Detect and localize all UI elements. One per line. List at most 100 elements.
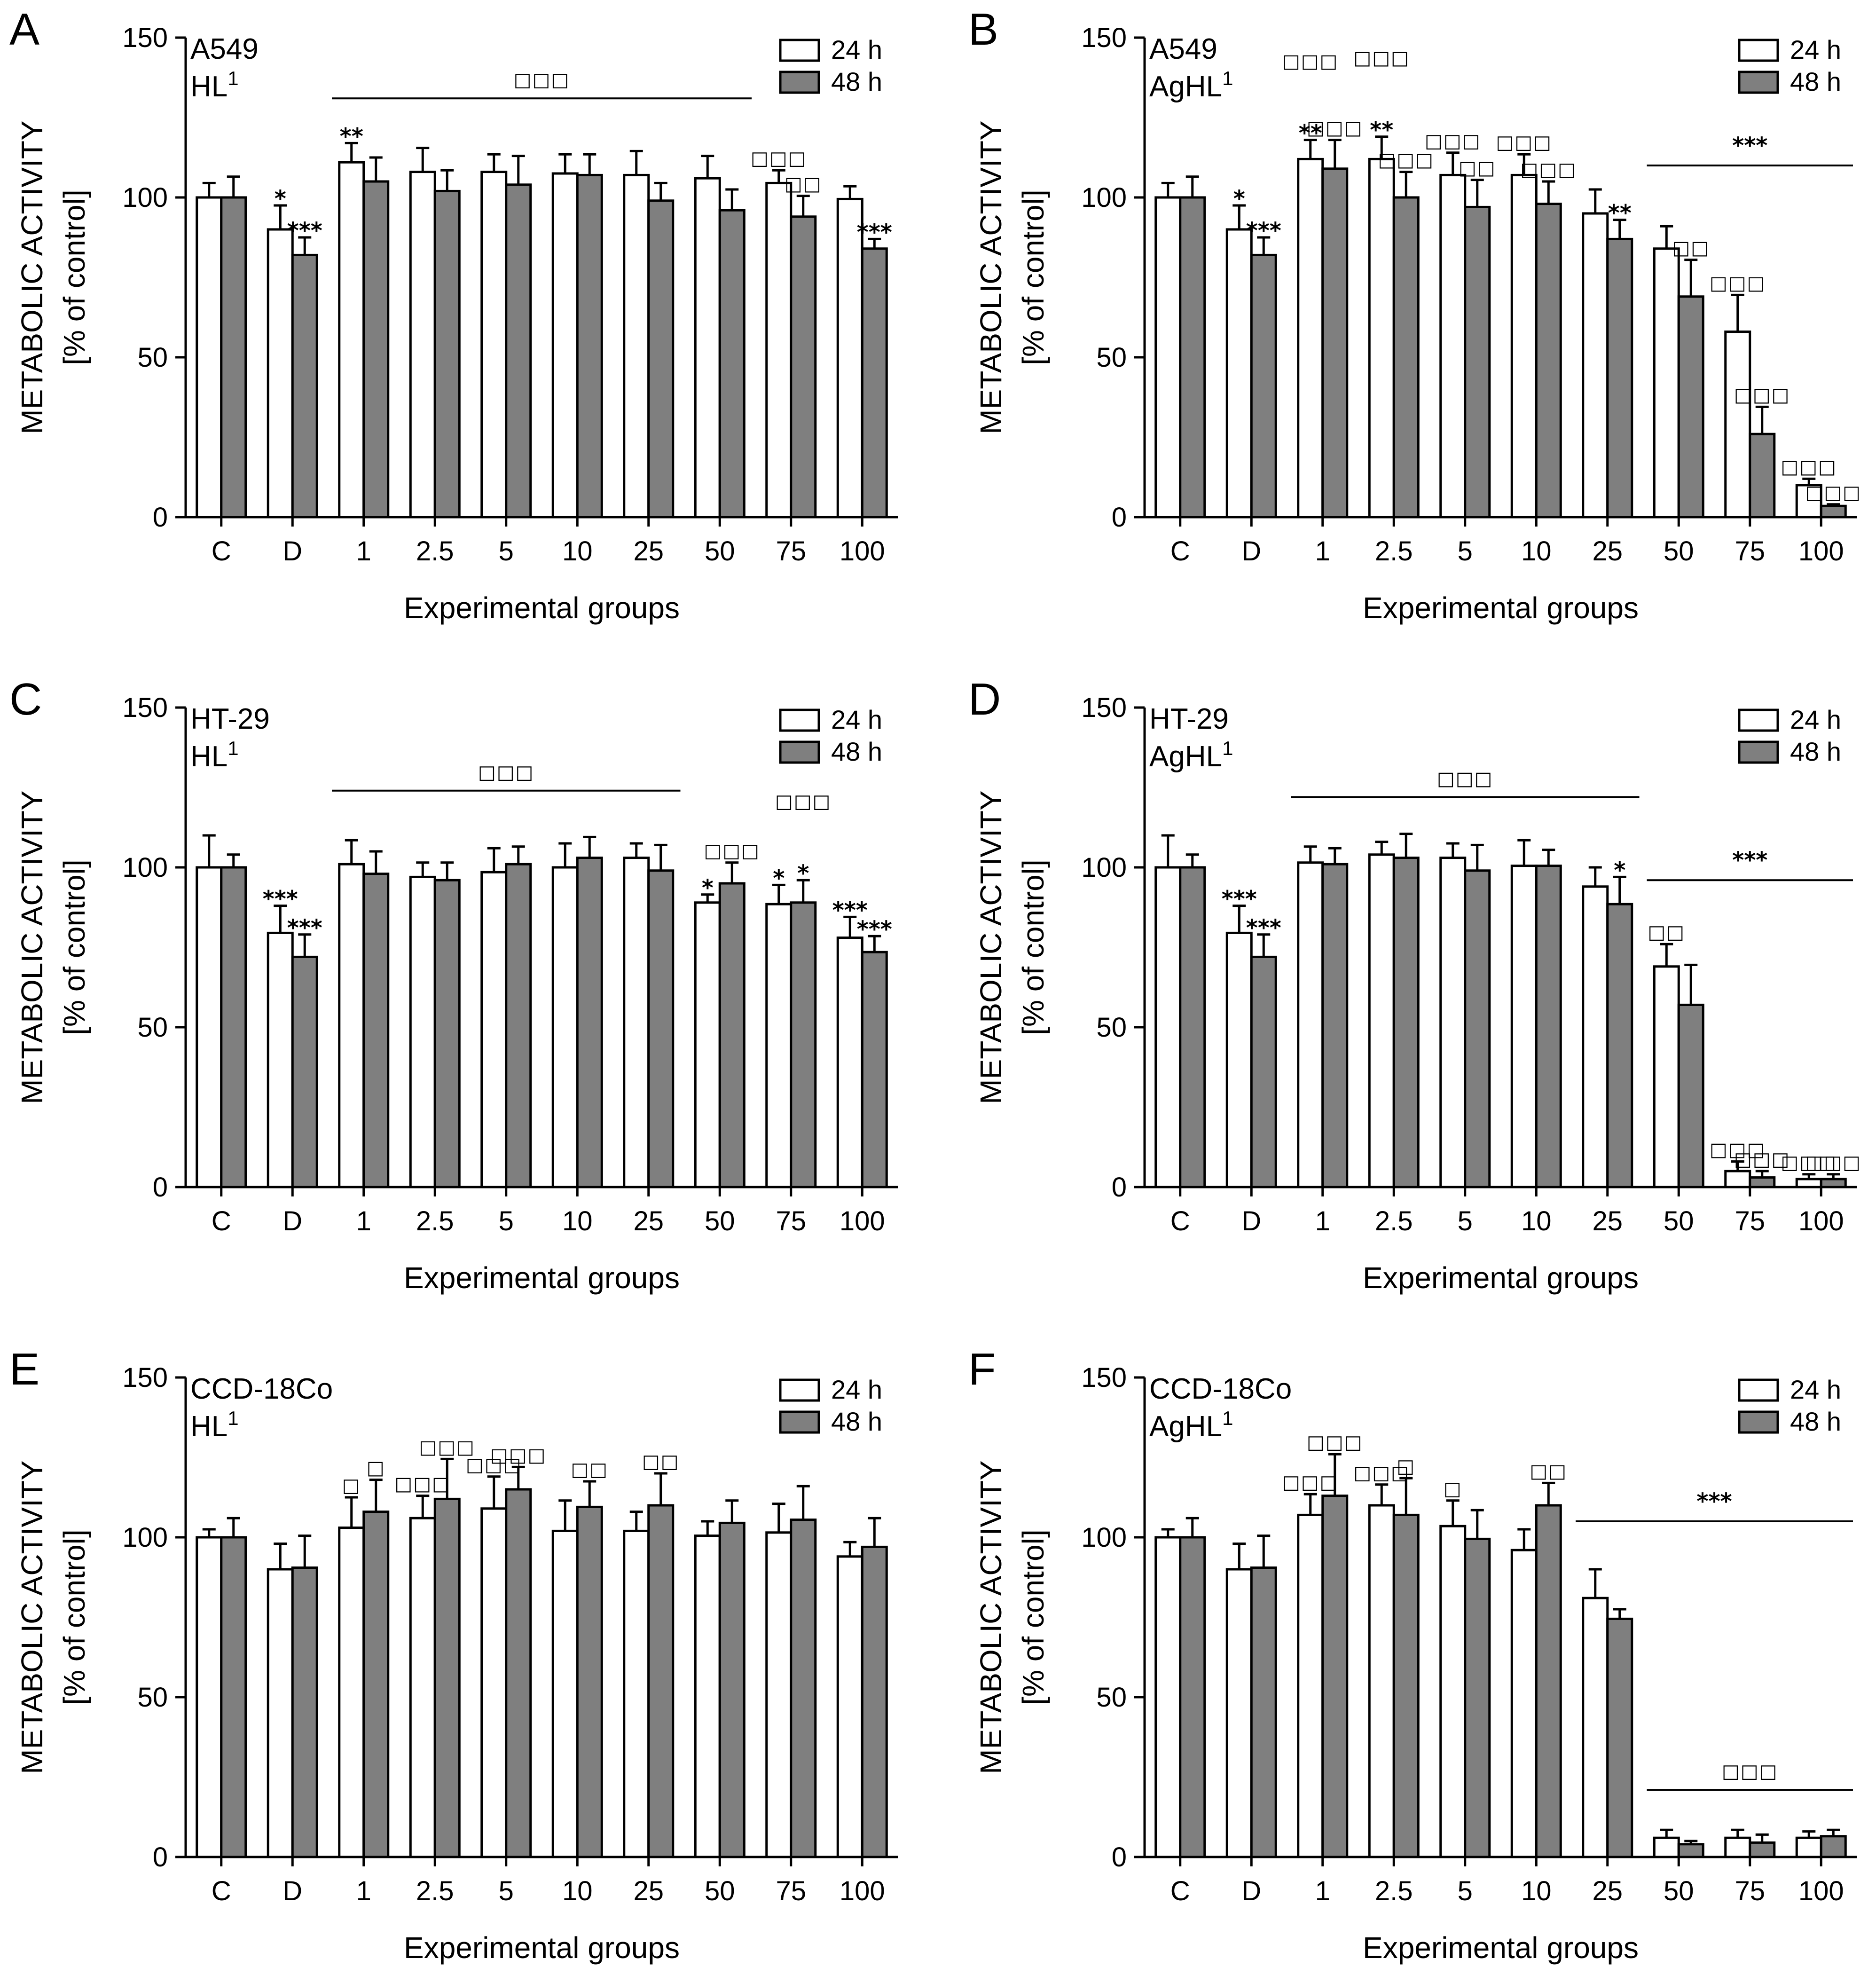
panel-c-bar-48h: [505, 863, 532, 1188]
panel-f-bar-48h: [1535, 1504, 1562, 1858]
panel-b-x-tick-label: 10: [1521, 536, 1552, 567]
panel-f: F 0 50 100 150 C D 1 2.5 5 10 25 50 75 100 Experimental…: [968, 1344, 1857, 1965]
panel-b-significance-marker: □□□: [1710, 272, 1766, 294]
panel-e-y-axis-subtitle: [% of control]: [57, 1529, 91, 1705]
panel-c-x-tick-label: C: [212, 1206, 231, 1236]
panel-e-significance-marker: □□□: [490, 1444, 546, 1466]
panel-a-significance-line-label: □□□: [514, 69, 570, 91]
panel-d-x-tick-label: 10: [1521, 1206, 1552, 1236]
panel-a-x-tick-label: 5: [499, 536, 514, 567]
panel-f-legend-label: 48 h: [1790, 1407, 1841, 1436]
panel-c-x-tick-label: 5: [499, 1206, 514, 1236]
panel-e-bar-24h: [338, 1526, 365, 1858]
panel-d-y-tick-label: 50: [1096, 1012, 1127, 1043]
panel-e-significance-marker: □□: [642, 1451, 680, 1472]
panel-b-bar-48h: [1321, 167, 1349, 519]
panel-d-legend-swatch-24h: [1738, 708, 1779, 732]
panel-a-significance-marker: □□: [785, 173, 822, 195]
panel-b-bar-24h: [1154, 196, 1182, 519]
panel-f-y-tick-label: 150: [1081, 1362, 1127, 1393]
panel-b-significance-marker: □□: [1672, 237, 1710, 259]
panel-f-y-axis-subtitle: [% of control]: [1016, 1529, 1050, 1705]
panel-d-significance-marker: □□□: [1805, 1152, 1861, 1173]
panel-b-bar-48h: [1535, 203, 1562, 519]
panel-c-bar-48h: [790, 901, 817, 1188]
panel-a-y-axis-subtitle: [% of control]: [57, 189, 91, 365]
panel-e-x-tick-label: 10: [562, 1876, 593, 1906]
panel-f-bar-48h: [1749, 1841, 1776, 1858]
panel-b-y-tick-label: 150: [1081, 23, 1127, 53]
panel-b-legend-label: 48 h: [1790, 67, 1841, 96]
panel-a-legend-label: 24 h: [831, 35, 882, 64]
panel-d-x-axis-title: Experimental groups: [1363, 1261, 1639, 1295]
panel-a-bar-24h: [196, 196, 223, 519]
panel-c-x-axis-title: Experimental groups: [404, 1261, 680, 1295]
panel-a-x-tick-label: D: [283, 536, 302, 567]
panel-e-bar-24h: [694, 1534, 721, 1858]
panel-b-bar-48h: [1820, 504, 1847, 519]
panel-b-bar-24h: [1297, 157, 1324, 519]
panel-e-y-tick-label: 50: [137, 1682, 168, 1713]
panel-f-x-tick-label: 75: [1735, 1876, 1765, 1906]
panel-c-bar-24h: [623, 857, 650, 1188]
panel-c-significance-marker: □□□: [775, 791, 831, 812]
panel-c-bar-48h: [433, 879, 461, 1188]
panel-d-y-axis-title: METABOLIC ACTIVITY: [974, 790, 1008, 1104]
panel-f-x-tick-label: 25: [1592, 1876, 1623, 1906]
panel-b-x-tick-label: 2.5: [1375, 536, 1413, 567]
panel-c-bar-48h: [718, 882, 746, 1188]
panel-c-legend-label: 48 h: [831, 737, 882, 766]
panel-e-x-tick-label: 75: [776, 1876, 806, 1906]
panel-f-x-tick-label: D: [1241, 1876, 1261, 1906]
panel-e-bar-48h: [220, 1536, 247, 1858]
panel-c-significance-marker: *: [797, 860, 809, 887]
panel-e-significance-marker: □□: [571, 1459, 608, 1480]
panel-e-bar-48h: [291, 1566, 318, 1858]
panel-f-x-tick-label: 10: [1521, 1876, 1552, 1906]
panel-e-x-tick-label: 100: [840, 1876, 885, 1906]
panel-d-significance-marker: ***: [1246, 915, 1281, 941]
panel-c-x-tick-label: 25: [633, 1206, 664, 1236]
panel-d-letter: D: [968, 674, 1001, 724]
panel-e-bar-24h: [267, 1568, 294, 1858]
panel-b-bar-24h: [1653, 247, 1680, 519]
panel-f-legend-label: 24 h: [1790, 1375, 1841, 1404]
panel-f-legend-swatch-24h: [1738, 1378, 1779, 1402]
panel-f-bar-24h: [1724, 1836, 1751, 1858]
panel-a-y-tick-label: 100: [122, 182, 168, 213]
panel-f-bar-24h: [1368, 1504, 1395, 1858]
panel-a-bar-48h: [220, 196, 247, 519]
panel-e-x-tick-label: 1: [356, 1876, 371, 1906]
panel-e-letter: E: [9, 1344, 39, 1394]
panel-a-y-axis-title: METABOLIC ACTIVITY: [15, 120, 49, 434]
panel-a-bar-48h: [433, 189, 461, 519]
panel-f-significance-marker: □: [1444, 1478, 1462, 1500]
panel-b-x-tick-label: C: [1170, 536, 1190, 567]
panel-d-bar-48h: [1677, 1003, 1704, 1188]
panel-f-bar-24h: [1510, 1549, 1538, 1858]
panel-c-y-tick-label: 150: [122, 692, 168, 723]
panel-f-letter: F: [968, 1344, 996, 1394]
panel-d-bar-48h: [1321, 863, 1349, 1188]
panel-b-bar-24h: [1368, 157, 1395, 519]
panel-d-bar-24h: [1154, 866, 1182, 1188]
panel-a-bar-48h: [647, 199, 675, 519]
panel-e-x-tick-label: 2.5: [416, 1876, 454, 1906]
panel-b-bar-24h: [1439, 173, 1467, 519]
panel-a-y-tick-label: 150: [122, 23, 168, 53]
panel-d-legend-swatch-48h: [1738, 740, 1779, 764]
panel-b-significance-marker: □□□: [1496, 132, 1552, 153]
panel-f-x-axis-title: Experimental groups: [1363, 1931, 1639, 1965]
panel-a-significance-marker: ***: [287, 218, 322, 244]
panel-e-bar-48h: [790, 1519, 817, 1858]
panel-b-bar-48h: [1749, 433, 1776, 519]
panel-c-x-tick-label: 50: [705, 1206, 735, 1236]
panel-a-x-axis-title: Experimental groups: [404, 591, 680, 625]
panel-c-compound: HL1: [190, 737, 239, 773]
panel-c-bar-24h: [551, 866, 579, 1188]
panel-a-y-tick-label: 0: [153, 502, 168, 533]
panel-d-bar-48h: [1820, 1178, 1847, 1188]
panel-c-bar-48h: [362, 873, 390, 1188]
panel-b-significance-marker: □□□: [1282, 50, 1338, 72]
panel-a-significance-marker: ***: [857, 219, 892, 245]
